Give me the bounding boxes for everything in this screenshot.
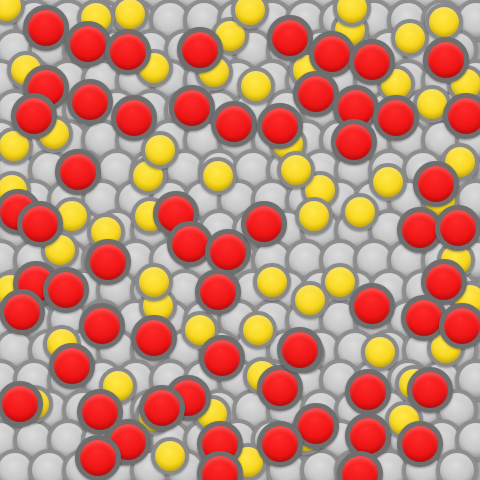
yellow-token[interactable] — [425, 3, 463, 41]
red-token[interactable] — [195, 269, 241, 315]
yellow-token[interactable] — [295, 197, 333, 235]
red-token[interactable] — [211, 101, 257, 147]
yellow-token[interactable] — [253, 263, 291, 301]
red-token[interactable] — [49, 343, 95, 389]
gray-token — [436, 449, 478, 480]
red-token[interactable] — [349, 39, 395, 85]
red-token[interactable] — [0, 289, 45, 335]
red-token[interactable] — [11, 93, 57, 139]
red-token[interactable] — [75, 435, 121, 480]
red-token[interactable] — [349, 283, 395, 329]
red-token[interactable] — [65, 21, 111, 67]
yellow-token[interactable] — [369, 163, 407, 201]
yellow-token[interactable] — [151, 437, 189, 475]
red-token[interactable] — [199, 335, 245, 381]
red-token[interactable] — [435, 205, 480, 251]
red-token[interactable] — [17, 201, 63, 247]
red-token[interactable] — [345, 369, 391, 415]
red-token[interactable] — [43, 267, 89, 313]
red-token[interactable] — [257, 421, 303, 467]
red-token[interactable] — [241, 201, 287, 247]
red-token[interactable] — [85, 239, 131, 285]
red-token[interactable] — [169, 85, 215, 131]
red-token[interactable] — [293, 403, 339, 449]
red-token[interactable] — [373, 95, 419, 141]
yellow-token[interactable] — [231, 0, 269, 29]
red-token[interactable] — [55, 149, 101, 195]
red-token[interactable] — [257, 365, 303, 411]
yellow-token[interactable] — [199, 157, 237, 195]
red-token[interactable] — [105, 29, 151, 75]
red-token[interactable] — [423, 37, 469, 83]
yellow-token[interactable] — [237, 67, 275, 105]
red-token[interactable] — [413, 161, 459, 207]
red-token[interactable] — [443, 93, 480, 139]
red-token[interactable] — [23, 5, 69, 51]
red-token[interactable] — [397, 421, 443, 467]
red-token[interactable] — [111, 95, 157, 141]
red-token[interactable] — [439, 303, 480, 349]
red-token[interactable] — [139, 385, 185, 431]
red-token[interactable] — [277, 327, 323, 373]
yellow-token[interactable] — [135, 263, 173, 301]
red-token[interactable] — [131, 315, 177, 361]
yellow-token[interactable] — [277, 151, 315, 189]
yellow-token[interactable] — [141, 131, 179, 169]
yellow-token[interactable] — [341, 193, 379, 231]
yellow-token[interactable] — [361, 333, 399, 371]
red-token[interactable] — [177, 27, 223, 73]
red-token[interactable] — [257, 103, 303, 149]
red-token[interactable] — [79, 303, 125, 349]
red-token[interactable] — [293, 71, 339, 117]
yellow-token[interactable] — [391, 19, 429, 57]
red-token[interactable] — [67, 79, 113, 125]
red-token[interactable] — [421, 259, 467, 305]
red-token[interactable] — [0, 381, 43, 427]
yellow-token[interactable] — [291, 281, 329, 319]
red-token[interactable] — [337, 451, 383, 480]
red-token[interactable] — [407, 367, 453, 413]
red-token[interactable] — [331, 119, 377, 165]
red-token[interactable] — [267, 15, 313, 61]
yellow-token[interactable] — [239, 311, 277, 349]
